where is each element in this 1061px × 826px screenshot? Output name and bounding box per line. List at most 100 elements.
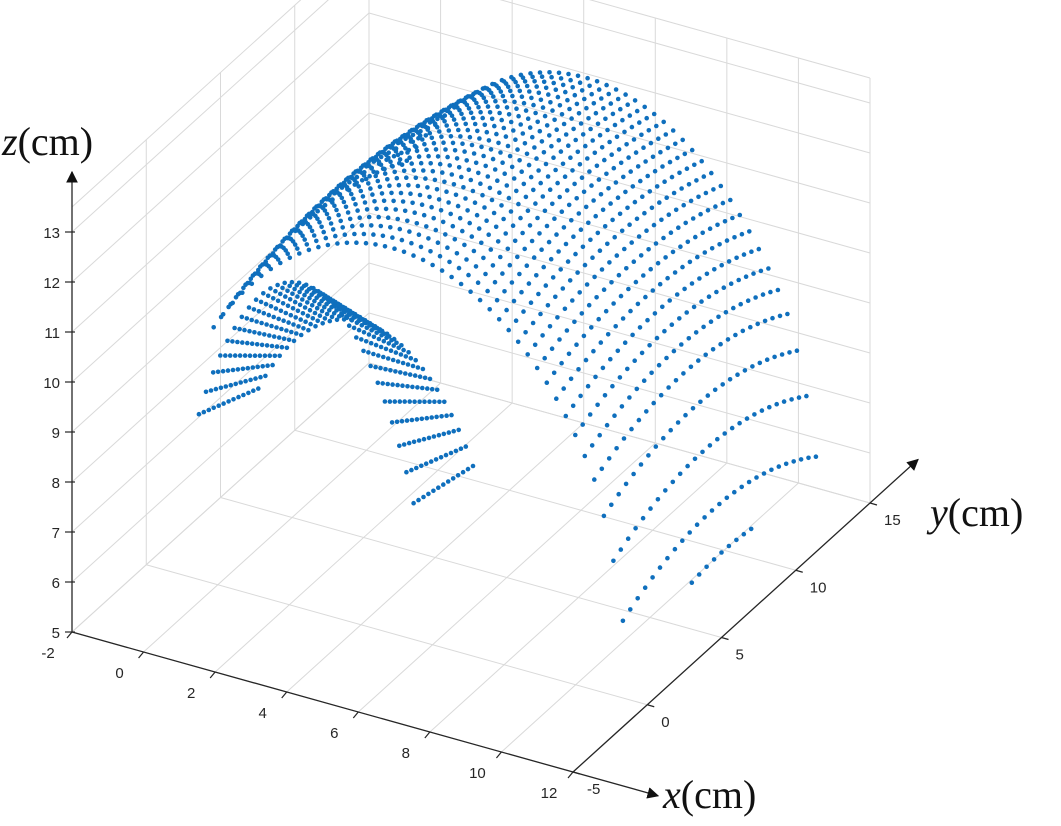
scatter-point (586, 220, 591, 226)
scatter-point (341, 199, 347, 205)
scatter-point (661, 119, 666, 125)
scatter-point (375, 380, 381, 386)
scatter-point (486, 138, 492, 143)
scatter-point (744, 416, 750, 421)
scatter-point (451, 182, 457, 187)
scatter-point (507, 153, 513, 159)
scatter-point (539, 74, 545, 79)
scatter-point (747, 229, 752, 234)
scatter-point (258, 374, 263, 380)
scatter-point (469, 234, 475, 239)
scatter-point (772, 354, 777, 360)
scatter-point (307, 307, 313, 313)
scatter-point (615, 195, 621, 200)
scatter-point (758, 268, 764, 274)
scatter-point (740, 328, 746, 334)
scatter-point (587, 412, 593, 417)
scatter-point (577, 162, 583, 167)
scatter-point (528, 300, 534, 306)
scatter-point (245, 365, 251, 371)
scatter-point (356, 184, 362, 189)
scatter-point (566, 71, 571, 77)
scatter-point (574, 342, 579, 348)
scatter-point (460, 469, 466, 475)
scatter-point (523, 108, 529, 113)
scatter-point (292, 299, 298, 305)
scatter-point (686, 182, 692, 187)
scatter-point (496, 317, 502, 322)
x-tick-label: 10 (469, 765, 486, 782)
scatter-point (315, 318, 321, 324)
scatter-point (696, 194, 701, 200)
scatter-point (364, 207, 370, 212)
scatter-point (565, 259, 571, 264)
scatter-point (354, 180, 360, 186)
scatter-point (712, 387, 718, 393)
scatter-point (225, 368, 231, 373)
scatter-point (504, 105, 510, 110)
scatter-point (524, 263, 530, 269)
scatter-point (689, 281, 695, 286)
scatter-point (422, 141, 427, 147)
scatter-point (416, 497, 421, 503)
scatter-point (571, 234, 576, 239)
scatter-point (678, 244, 683, 249)
scatter-point (334, 207, 339, 213)
scatter-point (712, 267, 717, 272)
scatter-point (247, 353, 253, 359)
scatter-point (568, 77, 573, 83)
scatter-point (378, 344, 384, 350)
scatter-point (596, 87, 602, 92)
scatter-point (657, 200, 662, 205)
scatter-point (500, 160, 505, 165)
scatter-point (679, 342, 684, 347)
scatter-point (737, 212, 743, 218)
scatter-point (502, 289, 507, 294)
scatter-point (551, 155, 556, 160)
scatter-point (537, 70, 543, 75)
scatter-point (583, 143, 588, 149)
scatter-point (620, 316, 626, 321)
scatter-point (342, 232, 348, 237)
scatter-point (290, 291, 295, 297)
scatter-point (434, 187, 440, 192)
scatter-point (396, 182, 402, 188)
scatter-point (315, 208, 321, 214)
scatter-point (399, 162, 405, 167)
scatter-point (428, 249, 433, 254)
scatter-point (374, 170, 380, 175)
scatter-point (675, 155, 680, 161)
scatter-point (226, 399, 231, 404)
scatter-point (314, 305, 320, 311)
scatter-point (390, 235, 395, 240)
scatter-point (540, 333, 545, 338)
scatter-point (715, 436, 720, 442)
scatter-point (553, 167, 558, 173)
y-tick-mark (647, 704, 655, 708)
scatter-point (612, 122, 618, 128)
scatter-point (453, 448, 459, 454)
scatter-point (775, 287, 781, 293)
scatter-point (708, 319, 714, 325)
scatter-point (645, 173, 650, 179)
scatter-point (442, 119, 447, 124)
scatter-point (332, 304, 338, 309)
scatter-point (409, 161, 415, 166)
scatter-point (359, 337, 364, 342)
scatter-point (683, 220, 688, 226)
scatter-point (465, 466, 471, 472)
scatter-point (574, 196, 579, 201)
scatter-point (543, 85, 549, 91)
scatter-point (425, 127, 431, 132)
scatter-point (552, 117, 557, 123)
scatter-point (561, 386, 566, 391)
scatter-point (228, 382, 234, 388)
scatter-point (391, 343, 397, 348)
scatter-point (718, 183, 724, 189)
scatter-point (487, 110, 493, 115)
scatter-point (582, 96, 587, 102)
scatter-point (389, 420, 395, 425)
scatter-point (401, 142, 406, 148)
scatter-point (517, 271, 522, 277)
scatter-point (779, 352, 785, 357)
